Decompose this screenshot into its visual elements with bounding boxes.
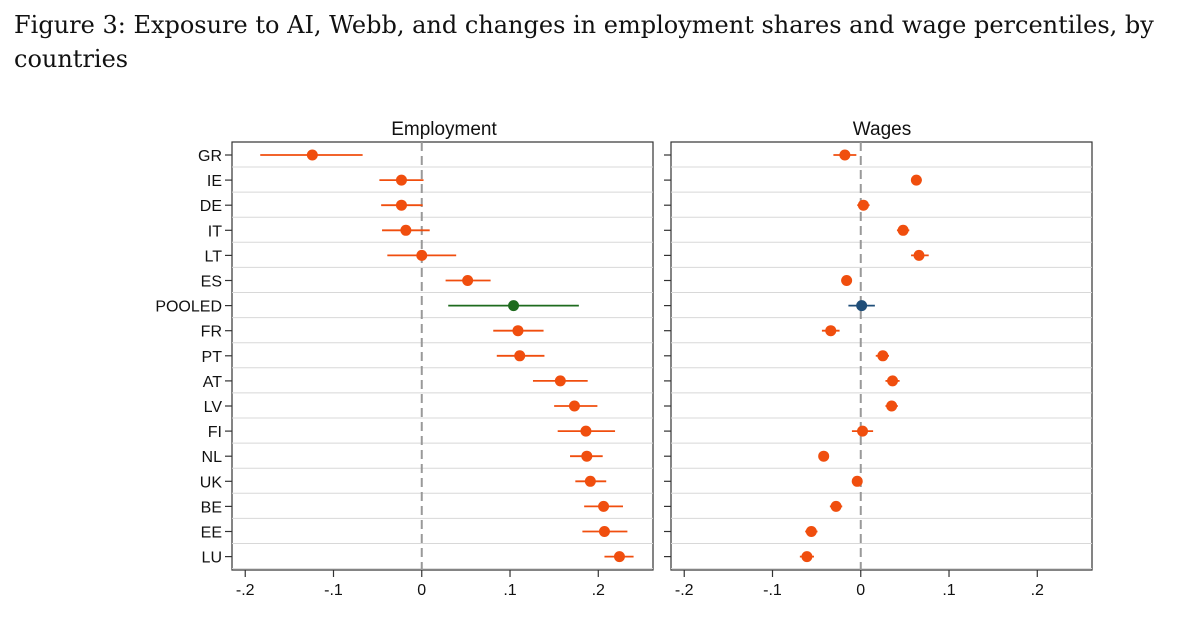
row-label-at: AT	[203, 374, 222, 391]
row-label-be: BE	[201, 499, 222, 516]
wages-point-fi	[857, 425, 869, 437]
employment-point-ie	[395, 174, 407, 186]
row-label-ee: EE	[201, 525, 222, 542]
employment-x-tick-label: .2	[592, 582, 605, 599]
employment-point-it	[400, 224, 412, 236]
employment-point-pooled	[508, 300, 520, 312]
row-label-fi: FI	[208, 424, 222, 441]
employment-point-pt	[514, 350, 526, 362]
wages-x-tick-label: .2	[1031, 582, 1044, 599]
employment-point-fi	[580, 425, 592, 437]
employment-x-tick-label: -.1	[324, 582, 343, 599]
wages-point-fr	[825, 325, 837, 337]
row-label-pooled: POOLED	[155, 299, 222, 316]
wages-x-tick-label: -.2	[675, 582, 694, 599]
row-label-pt: PT	[202, 349, 223, 366]
row-label-gr: GR	[198, 148, 222, 165]
employment-point-at	[554, 375, 566, 387]
wages-point-lv	[886, 400, 898, 412]
row-label-it: IT	[208, 223, 222, 240]
row-label-lu: LU	[202, 550, 222, 567]
employment-x-tick-label: -.2	[236, 582, 255, 599]
wages-point-it	[897, 224, 909, 236]
employment-point-de	[395, 199, 407, 211]
wages-point-pooled	[856, 300, 868, 312]
wages-x-tick-label: .1	[942, 582, 955, 599]
employment-x-tick-label: 0	[417, 582, 426, 599]
employment-point-lt	[416, 249, 428, 261]
employment-x-tick-label: .1	[503, 582, 516, 599]
row-label-es: ES	[201, 274, 222, 291]
wages-point-gr	[839, 149, 851, 161]
wages-point-nl	[818, 450, 830, 462]
row-label-nl: NL	[202, 449, 223, 466]
row-label-de: DE	[200, 198, 222, 215]
employment-panel-title: Employment	[391, 119, 497, 140]
row-label-lt: LT	[205, 248, 223, 265]
row-label-ie: IE	[207, 173, 222, 190]
employment-panel: Employment -.2 -.1 0 .1 .2 GR IE DE IT LT ES POOLED…	[155, 119, 654, 599]
wages-point-ie	[910, 174, 922, 186]
row-label-uk: UK	[200, 474, 223, 491]
wages-point-be	[830, 500, 842, 512]
wages-point-ee	[805, 526, 817, 537]
employment-point-ee	[598, 526, 610, 537]
employment-point-es	[462, 275, 474, 286]
employment-point-lu	[613, 551, 625, 563]
employment-point-fr	[512, 325, 524, 337]
employment-point-gr	[306, 149, 318, 161]
wages-point-at	[887, 375, 899, 387]
wages-point-de	[857, 199, 869, 211]
wages-point-lu	[801, 551, 813, 563]
employment-point-nl	[581, 450, 593, 462]
wages-point-pt	[877, 350, 889, 362]
wages-point-lt	[913, 249, 925, 261]
wages-panel: Wages -.2 -.1 0 .1 .2	[664, 119, 1093, 599]
wages-point-uk	[851, 475, 863, 487]
wages-x-tick-label: -.1	[763, 582, 782, 599]
figure-caption: Figure 3: Exposure to AI, Webb, and chan…	[14, 11, 1154, 73]
row-label-fr: FR	[201, 324, 222, 341]
employment-point-uk	[584, 475, 596, 487]
wages-point-es	[841, 275, 853, 286]
wages-panel-title: Wages	[853, 119, 911, 140]
employment-point-be	[598, 500, 610, 512]
row-label-lv: LV	[204, 399, 223, 416]
wages-x-tick-label: 0	[856, 582, 865, 599]
employment-point-lv	[568, 400, 580, 412]
